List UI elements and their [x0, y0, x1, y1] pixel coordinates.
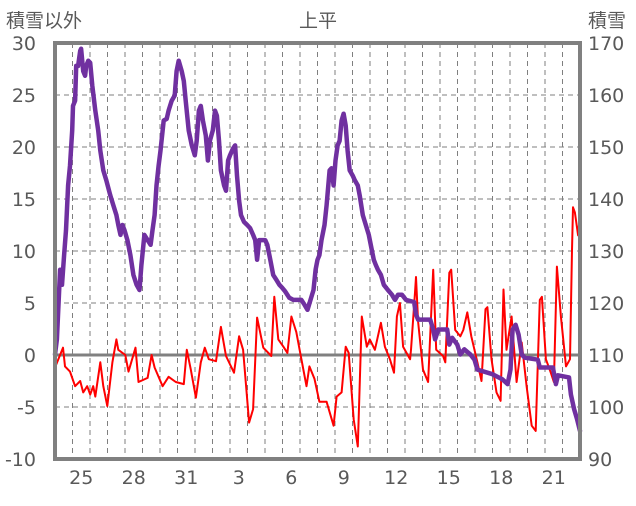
right-tick-label: 120 — [588, 293, 624, 315]
right-axis-title: 積雪 — [588, 10, 626, 32]
series-group — [52, 46, 583, 448]
x-tick-label: 12 — [384, 467, 408, 489]
x-tick-label: 28 — [122, 467, 146, 489]
non-snow-line — [54, 206, 581, 448]
right-tick-label: 110 — [588, 345, 624, 367]
left-axis-title: 積雪以外 — [6, 10, 82, 32]
right-tick-label: 130 — [588, 241, 624, 263]
x-tick-label: 31 — [174, 467, 198, 489]
x-tick-label: 15 — [437, 467, 461, 489]
x-tick-label: 21 — [542, 467, 566, 489]
left-tick-label: 20 — [12, 137, 36, 159]
right-tick-label: 160 — [588, 85, 624, 107]
plot-frame — [53, 41, 582, 461]
right-tick-label: 170 — [588, 33, 624, 55]
right-tick-label: 90 — [588, 449, 612, 471]
tick-labels: 30 25 20 15 10 5 0 -5 -10 170 160 150 140 130 120 110 10… — [5, 33, 624, 489]
left-tick-label: 0 — [24, 345, 36, 367]
x-tick-label: 6 — [285, 467, 297, 489]
x-tick-label: 25 — [69, 467, 93, 489]
left-tick-label: 10 — [12, 241, 36, 263]
x-tick-label: 18 — [489, 467, 513, 489]
left-tick-label: -10 — [5, 449, 36, 471]
left-tick-label: 30 — [12, 33, 36, 55]
left-tick-label: 5 — [24, 293, 36, 315]
left-tick-label: 15 — [12, 189, 36, 211]
right-tick-label: 140 — [588, 189, 624, 211]
chart-title: 上平 — [299, 10, 337, 32]
left-tick-label: -5 — [17, 397, 36, 419]
left-tick-label: 25 — [12, 85, 36, 107]
snow-depth-line — [52, 46, 583, 434]
x-tick-label: 3 — [233, 467, 245, 489]
right-tick-label: 150 — [588, 137, 624, 159]
x-tick-label: 9 — [338, 467, 350, 489]
right-tick-label: 100 — [588, 397, 624, 419]
